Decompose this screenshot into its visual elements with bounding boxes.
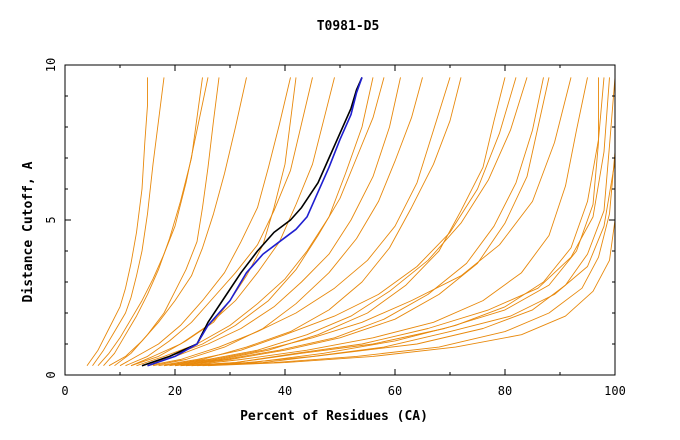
model-series-line-4: [108, 77, 247, 367]
x-tick-label: 60: [388, 384, 402, 398]
x-tick-label: 20: [168, 384, 182, 398]
model-series-line-8: [152, 77, 423, 367]
x-tick-label: 40: [278, 384, 292, 398]
model-series-line-7: [141, 77, 385, 367]
model-series-line-29: [174, 77, 544, 367]
model-series-line-25: [130, 77, 297, 367]
highlight-series-line-2: [147, 77, 363, 367]
model-series-line-14: [196, 77, 616, 367]
axis-ticks: 0 20 40 60 80 100 0 5 10: [44, 58, 626, 398]
x-tick-label: 0: [61, 384, 68, 398]
model-series-line-30: [180, 77, 599, 367]
model-series-line-13: [191, 77, 605, 367]
model-series-line-18: [125, 77, 313, 367]
plot-lines: [86, 77, 616, 367]
model-series-line-6: [130, 77, 335, 367]
x-tick-label: 100: [604, 384, 626, 398]
model-series-line-12: [185, 77, 588, 367]
chart-title: T0981-D5: [317, 19, 380, 34]
model-series-line-26: [141, 77, 401, 367]
model-series-line-24: [191, 77, 616, 367]
model-series-line-19: [136, 77, 374, 367]
model-series-line-5: [119, 77, 291, 367]
y-axis-label: Distance Cutoff, A: [21, 161, 36, 302]
model-series-line-20: [147, 77, 451, 367]
model-series-line-9: [163, 77, 462, 367]
model-series-line-28: [163, 77, 528, 367]
model-series-line-10: [174, 77, 506, 367]
model-series-line-27: [103, 77, 203, 366]
y-tick-label: 0: [44, 371, 58, 378]
x-tick-label: 80: [498, 384, 512, 398]
model-series-line-17: [114, 77, 220, 367]
y-tick-label: 5: [44, 216, 58, 223]
y-tick-label: 10: [44, 58, 58, 72]
model-series-line-11: [180, 77, 550, 367]
model-series-line-21: [158, 77, 517, 367]
model-series-line-1: [86, 77, 148, 366]
model-series-line-23: [185, 77, 610, 367]
x-axis-label: Percent of Residues (CA): [240, 409, 428, 424]
model-series-line-2: [92, 77, 165, 366]
model-series-line-22: [169, 77, 572, 367]
model-series-line-15: [202, 77, 616, 367]
